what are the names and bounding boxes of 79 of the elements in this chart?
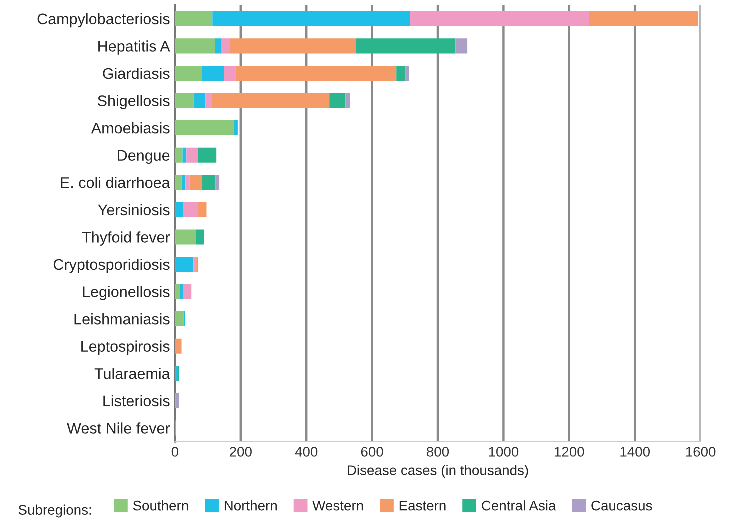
y-tick-label: Hepatitis A bbox=[98, 40, 170, 55]
bar bbox=[176, 393, 180, 408]
legend-label: Western bbox=[312, 501, 364, 511]
bar bbox=[206, 93, 212, 108]
bar bbox=[175, 93, 194, 108]
bar bbox=[175, 202, 184, 218]
bar bbox=[589, 11, 698, 26]
y-tick-label: Shigellosis bbox=[98, 95, 170, 110]
legend-label: Southern bbox=[133, 500, 188, 511]
y-tick-label: Giardiasis bbox=[103, 68, 170, 80]
bar bbox=[222, 38, 230, 54]
bar bbox=[196, 230, 204, 245]
bar bbox=[175, 366, 178, 382]
y-tick-label: Leptospirosis bbox=[82, 340, 170, 356]
x-axis-title: Disease cases (in thousands) bbox=[348, 465, 528, 478]
legend-label: Caucasus bbox=[592, 500, 652, 511]
bar bbox=[406, 66, 410, 81]
x-tick-label: 600 bbox=[361, 447, 384, 457]
y-tick-label: Dengue bbox=[118, 150, 170, 164]
bar bbox=[410, 11, 590, 26]
bar bbox=[175, 256, 194, 272]
x-tick-label: 1200 bbox=[555, 447, 584, 457]
x-tick-label: 0 bbox=[172, 447, 179, 457]
x-tick-label: 1400 bbox=[620, 447, 650, 457]
bar bbox=[456, 38, 468, 54]
legend-label: Eastern bbox=[400, 501, 446, 511]
y-tick-label: Amoebiasis bbox=[91, 122, 170, 134]
bar bbox=[175, 230, 196, 245]
bar bbox=[175, 38, 216, 54]
bar bbox=[356, 38, 456, 54]
bar bbox=[183, 284, 192, 300]
bar bbox=[175, 120, 234, 136]
bar bbox=[175, 11, 213, 26]
y-tick-label: Campylobacteriosis bbox=[38, 13, 170, 28]
y-tick-label: West Nile fever bbox=[67, 422, 170, 434]
x-tick-label: 1600 bbox=[686, 447, 716, 457]
bar bbox=[396, 66, 406, 81]
bar bbox=[175, 66, 202, 81]
bar bbox=[176, 338, 182, 354]
bar bbox=[186, 148, 198, 163]
bar bbox=[330, 93, 346, 108]
bar bbox=[194, 256, 197, 272]
bar bbox=[230, 38, 356, 54]
x-tick-label: 800 bbox=[427, 447, 450, 457]
y-tick-label: Tularaemia bbox=[94, 368, 170, 380]
y-tick-label: Yersiniosis bbox=[98, 204, 170, 216]
bar bbox=[346, 93, 350, 108]
bar bbox=[202, 66, 224, 81]
bar bbox=[175, 284, 180, 300]
y-tick-label: Thyfoid fever bbox=[82, 232, 170, 246]
y-tick-label: Cryptosporidiosis bbox=[54, 258, 170, 274]
bar bbox=[198, 202, 207, 218]
y-tick-label: Legionellosis bbox=[83, 286, 170, 300]
bar bbox=[175, 175, 182, 190]
bar bbox=[212, 93, 330, 108]
bar bbox=[175, 148, 183, 163]
x-tick-label: 1000 bbox=[489, 447, 519, 457]
y-tick-label: Listeriosis bbox=[104, 395, 170, 407]
legend-label: Central Asia bbox=[482, 500, 556, 511]
bar bbox=[175, 312, 184, 327]
x-tick-label: 200 bbox=[230, 447, 252, 457]
legend-title: Subregions: bbox=[18, 504, 92, 518]
y-tick-label: Leishmaniasis bbox=[74, 314, 170, 325]
bar bbox=[180, 284, 184, 300]
bar bbox=[202, 175, 216, 190]
y-tick-label: E. coli diarrhoea bbox=[61, 177, 170, 188]
x-tick-label: 400 bbox=[295, 447, 318, 457]
bar bbox=[194, 93, 206, 108]
bar bbox=[183, 202, 198, 218]
bar bbox=[216, 175, 220, 190]
bar bbox=[198, 148, 217, 163]
legend-label: Northern bbox=[224, 500, 277, 511]
bar bbox=[234, 120, 238, 136]
bar bbox=[215, 38, 222, 54]
bar bbox=[236, 66, 397, 81]
bar bbox=[186, 175, 190, 190]
bar bbox=[190, 175, 202, 190]
bar bbox=[212, 11, 410, 26]
bar bbox=[224, 66, 236, 81]
